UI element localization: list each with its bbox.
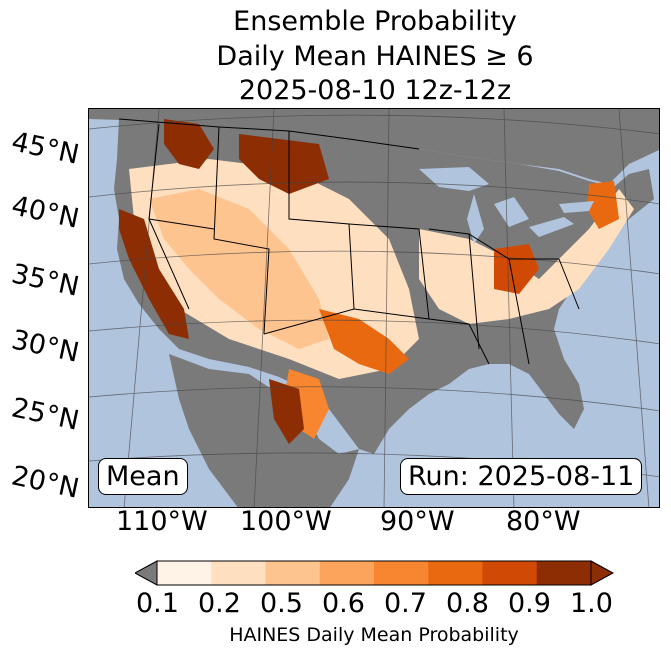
graticule [89,109,659,507]
prob-1.0-california [119,209,189,339]
lon-label-110: 110°W [116,506,208,537]
lat-label-30: 30°N [8,324,82,369]
mexico-land [169,354,359,507]
lat-label-45: 45°N [8,126,82,171]
stat-label-box: Mean [98,458,188,495]
colorbar-segment [536,561,592,585]
canada-land [89,109,659,184]
colorbar-tick-7: 1.0 [570,588,613,619]
lat-label-35: 35°N [8,258,82,303]
map-panel[interactable] [88,108,660,508]
prob-1.0-texas [269,379,304,444]
colorbar-tick-2: 0.5 [260,588,303,619]
state-borders [118,118,580,365]
lon-label-100: 100°W [240,506,332,537]
prob-0.8-northeast [587,181,619,229]
colorbar-over-triangle [590,560,615,586]
colorbar-segment [157,561,212,585]
lon-label-90: 90°W [380,506,455,537]
colorbar-tick-1: 0.2 [198,588,241,619]
colorbar-segment [482,561,538,585]
map-canvas [89,109,659,507]
colorbar-frame [156,560,592,586]
lat-label-40: 40°N [8,190,82,235]
prob-1.0-northwest [164,119,214,169]
colorbar-tick-3: 0.6 [322,588,365,619]
title-line-3: 2025-08-10 12z-12z [238,75,512,106]
colorbar-segment [265,561,321,585]
lat-label-20: 20°N [8,460,82,505]
title-line-1: Ensemble Probability [233,6,517,37]
title-line-2: Daily Mean HAINES ≥ 6 [216,41,534,72]
prob-0.2-east [419,189,634,324]
colorbar-segment [319,561,375,585]
colorbar-under-triangle [135,560,158,586]
colorbar-title: HAINES Daily Mean Probability [229,624,519,646]
colorbar-tick-4: 0.7 [384,588,427,619]
colorbar-segment [374,561,429,585]
colorbar [135,560,615,586]
lon-label-80: 80°W [506,506,581,537]
prob-0.8-southplains [319,309,409,374]
colorbar-segment [428,561,483,585]
colorbar-tick-6: 0.9 [508,588,551,619]
colorbar-tick-5: 0.8 [446,588,489,619]
prob-1.0-montana [239,134,329,194]
run-label-box: Run: 2025-08-11 [400,458,643,495]
prob-0.5-west [149,189,329,349]
colorbar-tick-0: 0.1 [136,588,179,619]
colorbar-segment [211,561,266,585]
lat-label-25: 25°N [8,392,82,437]
